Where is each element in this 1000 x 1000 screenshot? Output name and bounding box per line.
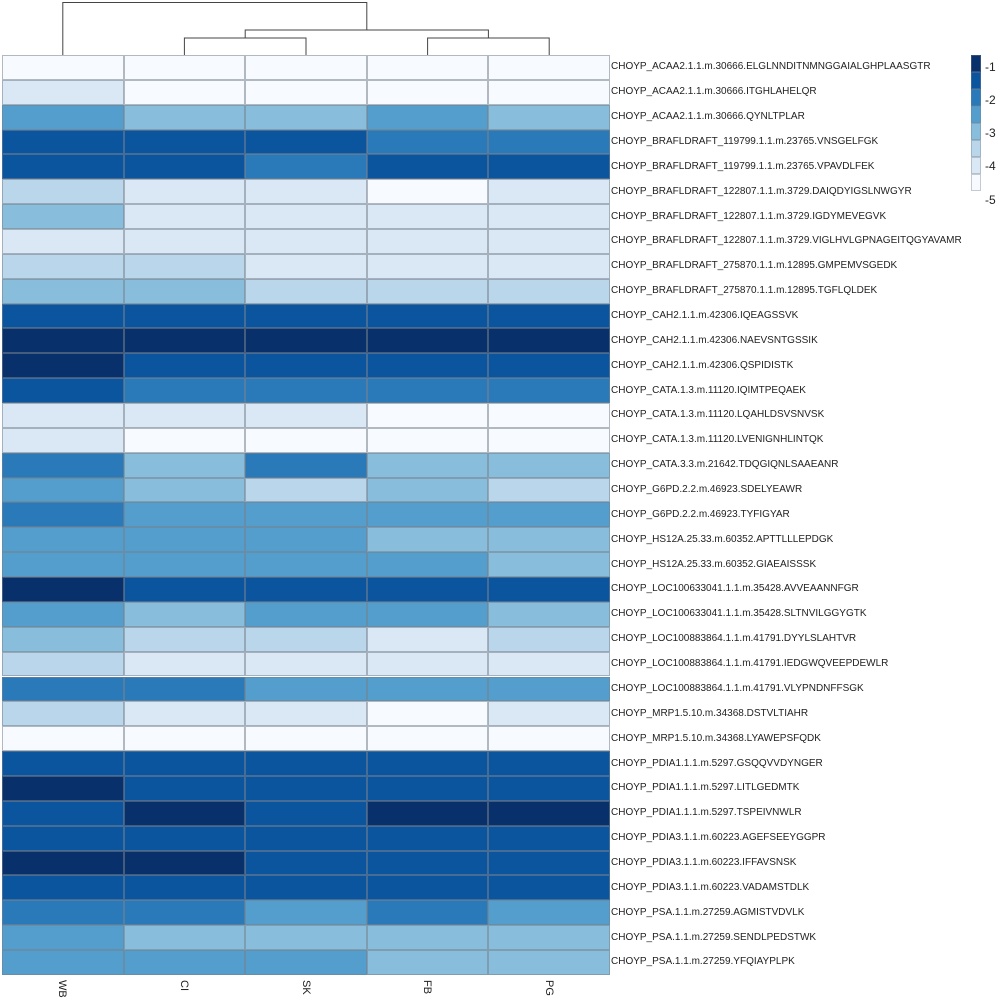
svg-text:CI: CI (178, 980, 190, 991)
svg-text:SK: SK (300, 980, 312, 995)
svg-text:WB: WB (56, 980, 68, 998)
svg-text:FB: FB (421, 980, 433, 994)
svg-text:PG: PG (543, 980, 555, 996)
